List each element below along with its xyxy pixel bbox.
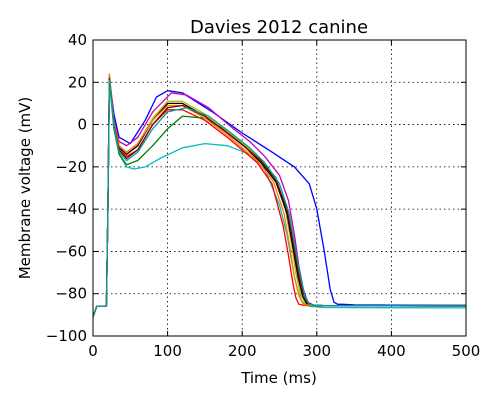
- x-tick-label: 300: [302, 342, 331, 360]
- trace-line-10: [93, 79, 466, 318]
- y-tick-label: −20: [55, 158, 87, 176]
- y-tick-label: 40: [68, 31, 87, 49]
- grid-lines: [93, 40, 466, 336]
- x-axis-label: Time (ms): [240, 369, 317, 387]
- tick-labels: 0 100 200 300 400 500 −100 −80 −60 −40 −20 0 20 40: [46, 31, 481, 360]
- voltage-traces: [93, 73, 466, 318]
- plot-frame: [92, 39, 467, 337]
- x-tick-label: 200: [228, 342, 257, 360]
- x-tick-label: 0: [88, 342, 98, 360]
- y-tick-label: 20: [68, 73, 87, 91]
- x-tick-label: 400: [377, 342, 406, 360]
- x-tick-label: 100: [153, 342, 182, 360]
- x-tick-label: 500: [452, 342, 481, 360]
- y-tick-label: −100: [46, 327, 87, 345]
- y-axis-label: Membrane voltage (mV): [16, 97, 34, 280]
- y-tick-label: −80: [55, 285, 87, 303]
- axis-ticks: [92, 39, 467, 337]
- y-tick-label: −60: [55, 242, 87, 260]
- chart-title: Davies 2012 canine: [190, 17, 368, 38]
- y-tick-label: −40: [55, 200, 87, 218]
- y-tick-label: 0: [77, 116, 87, 134]
